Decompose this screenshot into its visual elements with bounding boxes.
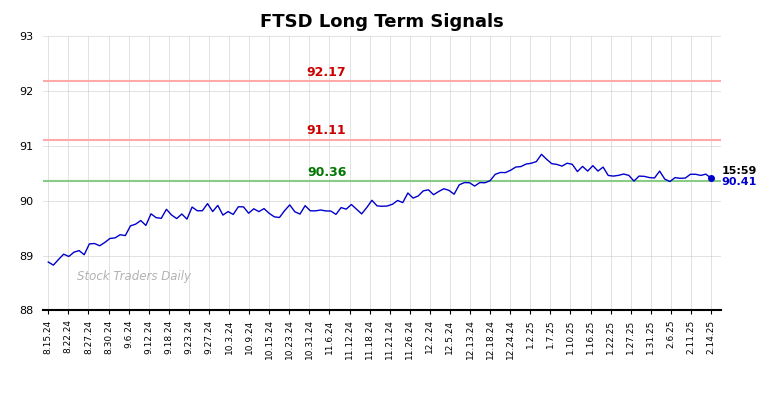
Title: FTSD Long Term Signals: FTSD Long Term Signals: [260, 14, 504, 31]
Text: 92.17: 92.17: [307, 66, 347, 79]
Text: 91.11: 91.11: [307, 125, 347, 137]
Text: 90.36: 90.36: [307, 166, 347, 179]
Text: 90.41: 90.41: [721, 178, 757, 187]
Text: Stock Traders Daily: Stock Traders Daily: [77, 270, 191, 283]
Text: 15:59: 15:59: [721, 166, 757, 176]
